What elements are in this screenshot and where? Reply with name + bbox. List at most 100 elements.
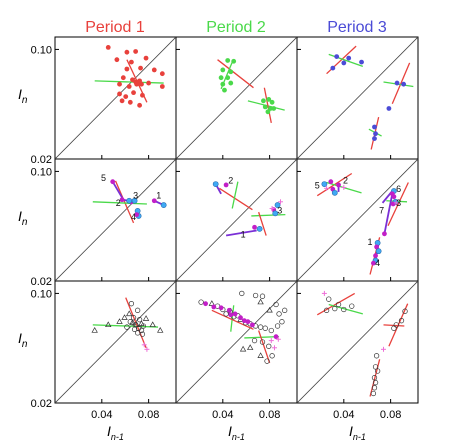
- data-point: [266, 306, 273, 313]
- data-point: [91, 326, 98, 333]
- y-tick-label: 0.02: [31, 398, 52, 410]
- panel-r1-c1: [55, 37, 176, 159]
- data-point: [326, 296, 332, 302]
- data-point: [251, 337, 258, 344]
- data-point: [138, 65, 143, 71]
- data-point: [275, 336, 281, 342]
- fit-line-green: [94, 80, 164, 84]
- fit-line-red: [218, 187, 253, 211]
- panel-r1-c3: [297, 37, 418, 159]
- data-point: [131, 90, 136, 96]
- data-point: [159, 84, 165, 89]
- data-point: [371, 375, 378, 381]
- panel-r3-c3: [297, 281, 418, 403]
- data-point: [116, 318, 123, 324]
- data-point: [105, 45, 111, 50]
- data-point: [119, 197, 125, 203]
- data-point: [127, 319, 133, 325]
- data-point: [269, 99, 275, 105]
- data-point: [117, 81, 122, 87]
- data-point: [121, 314, 128, 320]
- data-point: [274, 202, 281, 208]
- panel-plot-area: [176, 37, 297, 159]
- x-tick-label: 0.08: [380, 409, 401, 421]
- data-point: [256, 225, 263, 232]
- data-point: [239, 290, 245, 297]
- data-point: [146, 80, 152, 86]
- data-point: [140, 323, 147, 329]
- data-point: [134, 330, 141, 336]
- point-label: 1: [368, 237, 373, 247]
- panel-plot-area: 2 3 1: [176, 159, 297, 281]
- x-tick-label: 0.08: [259, 409, 280, 421]
- data-point: [279, 319, 285, 325]
- column-titles: Period 1 Period 2 Period 3: [85, 19, 387, 36]
- data-point: [128, 301, 135, 307]
- panel-r3-c2: [176, 281, 297, 403]
- point-label: 4: [375, 258, 380, 268]
- point-label: 5: [315, 180, 320, 190]
- panel-plot-area: [55, 281, 176, 403]
- data-point: [139, 331, 146, 337]
- fit-line-red: [258, 211, 267, 236]
- data-point: [272, 210, 279, 217]
- data-point: [131, 197, 138, 204]
- data-point: [257, 298, 264, 305]
- data-point: [114, 57, 120, 63]
- panel-r2-c1: 5 3 1 24: [55, 159, 176, 281]
- diagonal-line: [176, 37, 297, 159]
- data-point: [129, 319, 136, 325]
- data-point: [228, 312, 234, 318]
- data-point: [223, 311, 229, 317]
- data-point: [125, 310, 133, 317]
- data-point: [159, 71, 165, 77]
- data-point: [119, 98, 125, 104]
- fit-line-green: [244, 335, 280, 339]
- data-point: [231, 58, 237, 64]
- data-point: [335, 301, 342, 308]
- data-point: [394, 80, 400, 86]
- data-point: [393, 200, 399, 206]
- data-point: [271, 106, 277, 111]
- fit-line-purple: [225, 229, 257, 237]
- fit-line-red: [387, 182, 409, 227]
- point-label: 3: [396, 198, 401, 208]
- data-point: [124, 66, 130, 72]
- data-point: [259, 339, 266, 345]
- data-point: [136, 79, 142, 85]
- data-point: [157, 326, 164, 333]
- data-point: [208, 300, 216, 306]
- diagonal-line: [297, 159, 418, 281]
- panel-frame: [296, 280, 419, 404]
- fit-line-purple: [111, 181, 125, 201]
- data-point: [225, 75, 231, 81]
- data-point: [391, 194, 397, 200]
- data-point: [374, 368, 381, 374]
- data-point: [228, 69, 234, 75]
- x-axis-label: In-1: [349, 423, 366, 442]
- data-point: [264, 358, 270, 364]
- panel-grid: [54, 36, 419, 404]
- data-point: [266, 96, 272, 102]
- data-point: [372, 379, 379, 386]
- data-point: [198, 299, 204, 305]
- data-point: [349, 303, 355, 309]
- fit-line-green: [231, 181, 239, 209]
- data-point: [334, 54, 340, 59]
- data-point: [212, 181, 219, 188]
- data-point: [341, 306, 347, 313]
- data-point: [373, 131, 378, 137]
- data-point: [372, 364, 379, 370]
- data-point: [341, 184, 347, 190]
- column-title-period-2: Period 2: [206, 19, 266, 36]
- data-point: [250, 322, 255, 328]
- data-point: [266, 343, 272, 349]
- diagonal-line: [55, 37, 176, 159]
- data-point: [276, 311, 282, 317]
- data-point: [252, 292, 259, 299]
- data-point: [138, 320, 145, 326]
- data-point: [274, 323, 281, 329]
- data-point: [246, 344, 254, 350]
- data-point: [138, 327, 145, 334]
- data-point: [203, 301, 208, 307]
